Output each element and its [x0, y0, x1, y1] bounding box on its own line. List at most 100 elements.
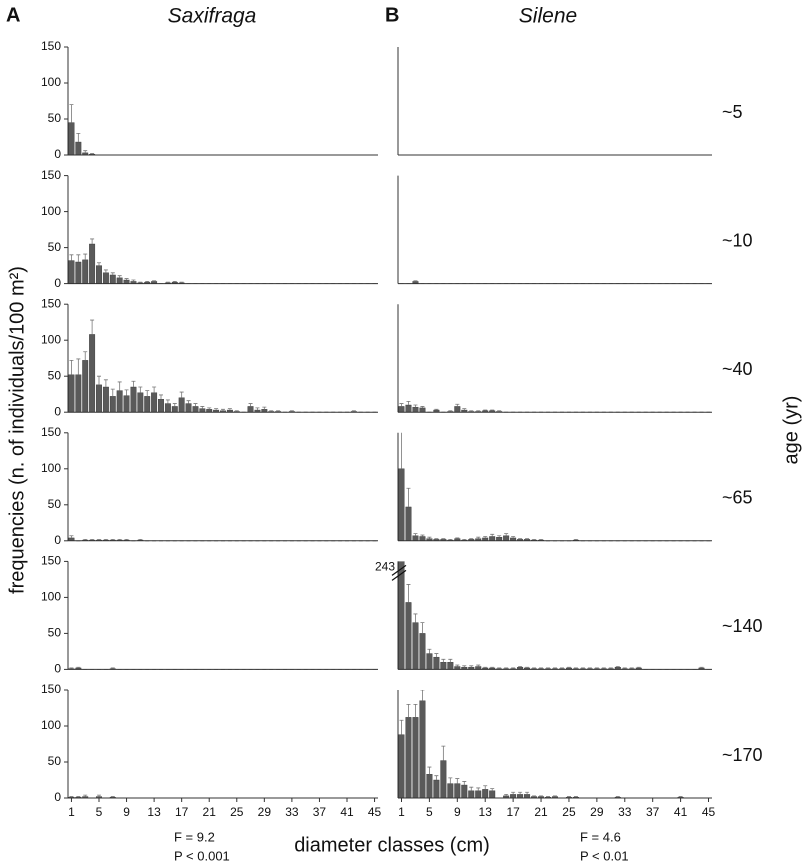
bar: [398, 468, 405, 541]
bar: [89, 334, 96, 413]
bar: [440, 662, 447, 670]
error-bar: [124, 389, 129, 396]
error-bar: [420, 534, 425, 537]
bar: [102, 272, 109, 284]
error-bar: [117, 275, 122, 278]
error-bar: [413, 280, 418, 282]
error-bar: [490, 788, 495, 791]
error-bar: [476, 536, 481, 539]
bar: [82, 360, 89, 413]
error-bar: [532, 538, 537, 541]
bar: [75, 374, 82, 413]
bar: [178, 397, 185, 413]
error-bar: [608, 667, 613, 669]
bar: [137, 392, 144, 413]
y-tick-label: 50: [48, 240, 62, 254]
error-bar: [699, 666, 704, 668]
error-bar: [483, 666, 488, 668]
y-tick-label: 50: [48, 111, 62, 125]
y-tick-label: 100: [41, 204, 61, 218]
bar: [412, 406, 419, 413]
error-bar: [476, 410, 481, 412]
bar: [109, 274, 116, 284]
x-tick-label: 21: [534, 805, 548, 819]
error-bar: [462, 408, 467, 411]
error-bar: [511, 791, 516, 795]
error-bar: [448, 410, 453, 412]
error-bar: [406, 401, 411, 405]
error-bar: [207, 407, 212, 410]
stat-text: P < 0.01: [580, 848, 629, 863]
error-bar: [76, 666, 81, 668]
row-label: ~140: [722, 616, 763, 636]
stat-text: P < 0.001: [174, 848, 230, 863]
bar: [75, 141, 82, 156]
bar: [171, 406, 178, 413]
bar: [123, 395, 130, 413]
error-bar: [469, 538, 474, 540]
error-bar: [97, 375, 101, 385]
plot-area: [398, 432, 711, 542]
error-bar: [138, 281, 143, 283]
error-bar: [83, 351, 88, 361]
x-tick-label: 17: [175, 805, 189, 819]
x-tick-label: 33: [285, 805, 299, 819]
column-title: Saxifraga: [168, 5, 257, 28]
error-bar: [165, 281, 170, 283]
error-bar: [152, 280, 157, 282]
error-bar: [504, 667, 509, 669]
bar: [468, 790, 475, 799]
error-bar: [518, 666, 523, 668]
error-bar: [97, 262, 101, 266]
error-bar: [138, 538, 143, 541]
error-bar: [469, 786, 474, 791]
error-bar: [399, 403, 404, 407]
error-bar: [276, 410, 281, 412]
y-tick-label: 150: [41, 554, 61, 568]
error-bar: [110, 538, 115, 541]
bar: [102, 386, 109, 413]
error-bar: [580, 667, 585, 669]
x-tick-label: 37: [313, 805, 327, 819]
error-bar: [532, 667, 537, 669]
error-bar: [441, 538, 446, 540]
error-bar: [103, 538, 108, 541]
bar: [496, 537, 503, 542]
y-tick-label: 0: [54, 276, 61, 290]
bar: [199, 408, 206, 413]
y-tick-label: 100: [41, 75, 61, 89]
row-label: ~10: [722, 230, 753, 250]
bar: [123, 279, 130, 284]
error-bar: [490, 409, 495, 411]
error-bar: [497, 410, 502, 412]
bar: [419, 536, 426, 541]
error-bar: [636, 666, 641, 668]
error-bar: [172, 281, 177, 283]
bar: [164, 403, 171, 413]
error-bar: [594, 667, 599, 669]
y-tick-label: 0: [54, 662, 61, 676]
axis-break: [391, 564, 407, 581]
x-tick-label: 1: [68, 805, 75, 819]
error-bar: [490, 666, 495, 668]
error-bar: [525, 791, 530, 795]
error-bar: [566, 666, 571, 668]
error-bar: [76, 254, 81, 262]
y-tick-label: 150: [41, 168, 61, 182]
error-bar: [420, 622, 425, 634]
error-bar: [413, 404, 418, 408]
y-tick-label: 150: [41, 296, 61, 310]
error-bar: [573, 667, 578, 669]
error-bar: [131, 380, 136, 387]
bar: [482, 789, 489, 799]
error-bar: [441, 745, 446, 761]
right-axis-title: age (yr): [780, 396, 802, 465]
bar: [510, 794, 517, 799]
error-bar: [462, 665, 467, 668]
error-bar: [413, 613, 418, 623]
error-bar: [448, 538, 453, 541]
error-bar: [165, 399, 170, 404]
bar: [405, 404, 412, 413]
error-bar: [214, 408, 219, 411]
